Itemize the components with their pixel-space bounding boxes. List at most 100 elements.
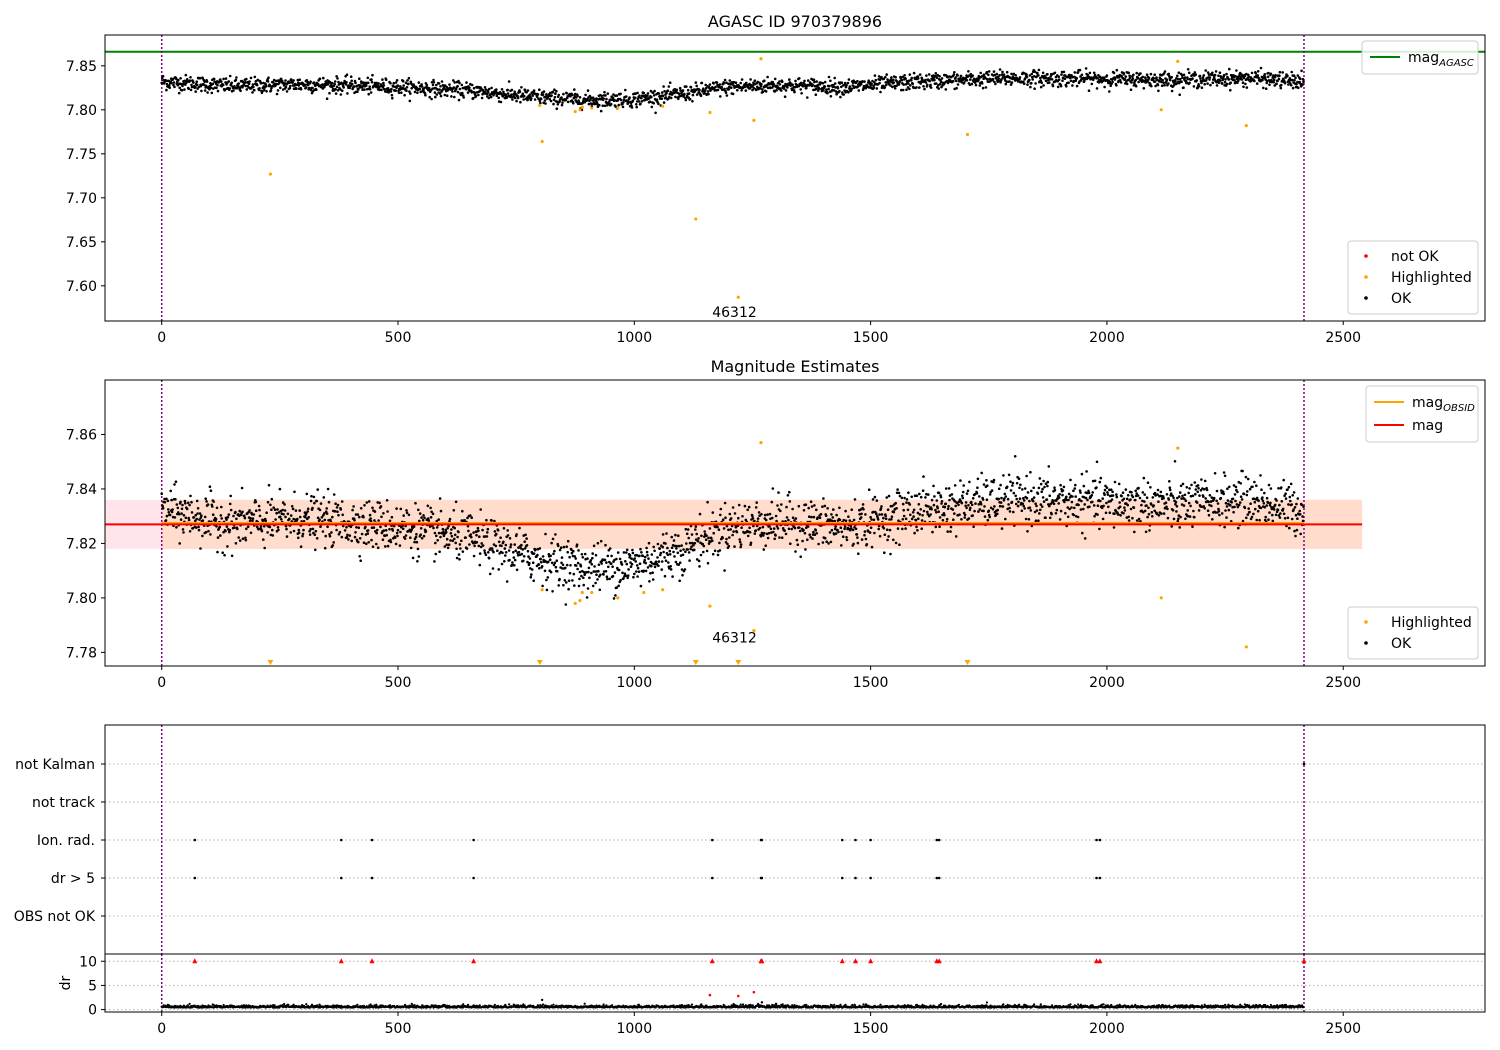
estimates-ok-point xyxy=(683,568,687,571)
estimates-ok-point xyxy=(1171,509,1175,512)
estimates-ok-point xyxy=(337,533,341,536)
estimates-ok-point xyxy=(926,513,930,516)
estimates-ok-point xyxy=(1145,496,1149,500)
estimates-ok-point xyxy=(272,506,276,510)
estimates-ok-point xyxy=(1283,494,1286,498)
estimates-ok-point xyxy=(396,528,400,532)
agasc-ok-point xyxy=(956,74,959,77)
estimates-ok-point xyxy=(599,573,602,577)
agasc-ok-point xyxy=(1263,76,1267,79)
estimates-ok-point xyxy=(225,525,229,528)
estimates-ok-point xyxy=(793,519,796,522)
estimates-ok-point xyxy=(1052,502,1056,506)
estimates-highlighted-point xyxy=(1176,446,1180,450)
agasc-ok-point xyxy=(861,80,864,83)
estimates-ok-point xyxy=(700,534,703,538)
estimates-ok-point xyxy=(485,518,488,522)
estimates-ok-point xyxy=(560,556,564,559)
estimates-ok-point xyxy=(828,531,832,534)
agasc-ok-point xyxy=(1010,81,1014,84)
estimates-ok-point xyxy=(552,563,556,567)
estimates-ok-point xyxy=(1170,525,1173,528)
agasc-ok-point xyxy=(1294,76,1297,80)
agasc-ok-point xyxy=(1119,81,1123,84)
agasc-ok-point xyxy=(901,75,905,79)
agasc-ok-point xyxy=(314,84,317,88)
estimates-ok-point xyxy=(309,527,312,531)
estimates-ok-point xyxy=(1226,487,1229,491)
estimates-ok-point xyxy=(221,551,224,554)
estimates-ok-point xyxy=(415,533,418,536)
estimates-ok-point xyxy=(823,504,827,508)
agasc-ok-point xyxy=(974,83,978,87)
agasc-ok-point xyxy=(522,94,526,98)
estimates-ok-point xyxy=(454,500,458,504)
flags-flag-point xyxy=(340,838,343,842)
estimates-ok-point xyxy=(588,576,591,580)
estimates-ok-point xyxy=(1038,477,1042,480)
agasc-ok-point xyxy=(1010,72,1013,76)
estimates-ok-point xyxy=(502,527,506,530)
estimates-ok-point xyxy=(233,526,236,529)
estimates-ok-point xyxy=(1107,505,1110,509)
flags-flag-point xyxy=(1302,762,1306,766)
estimates-ok-point xyxy=(903,496,906,500)
estimates-ok-point xyxy=(724,516,727,519)
estimates-ok-point xyxy=(190,511,194,514)
estimates-ok-point xyxy=(409,536,412,539)
estimates-ok-point xyxy=(1275,499,1278,502)
estimates-highlighted-point xyxy=(708,604,712,608)
agasc-ok-point xyxy=(349,75,353,78)
estimates-ok-point xyxy=(491,567,495,570)
estimates-ok-point xyxy=(1253,480,1256,484)
estimates-ok-point xyxy=(564,566,567,570)
estimates-ok-point xyxy=(727,528,730,532)
estimates-ok-point xyxy=(525,537,528,540)
estimates-highlighted-point xyxy=(1244,645,1248,649)
agasc-ok-point xyxy=(462,96,466,99)
estimates-ok-point xyxy=(919,508,922,511)
estimates-ok-point xyxy=(774,514,778,518)
agasc-ok-point xyxy=(1291,86,1295,90)
estimates-ok-point xyxy=(1195,501,1199,504)
agasc-ok-point xyxy=(991,77,995,81)
agasc-highlighted-point xyxy=(580,105,584,109)
estimates-ok-point xyxy=(1259,506,1263,510)
estimates-ok-point xyxy=(725,524,729,528)
estimates-ok-point xyxy=(825,540,828,543)
estimates-ok-point xyxy=(1073,506,1076,510)
estimates-ok-point xyxy=(572,549,575,553)
estimates-ok-point xyxy=(420,536,424,540)
estimates-legend-line-subscript: OBSID xyxy=(1443,403,1475,414)
agasc-ok-point xyxy=(204,84,208,88)
agasc-ytick-label: 7.60 xyxy=(66,279,97,295)
estimates-ok-point xyxy=(941,518,945,522)
estimates-ok-point xyxy=(431,512,435,516)
estimates-ok-point xyxy=(1134,489,1137,493)
agasc-ok-point xyxy=(1213,73,1217,77)
estimates-ok-point xyxy=(1220,512,1224,515)
estimates-ok-point xyxy=(201,534,204,538)
estimates-ok-point xyxy=(336,510,339,513)
estimates-ok-point xyxy=(319,502,323,505)
estimates-ok-point xyxy=(459,547,462,550)
estimates-ok-point xyxy=(1037,486,1041,490)
estimates-ok-point xyxy=(847,515,850,518)
estimates-ok-point xyxy=(739,545,742,549)
estimates-ok-point xyxy=(884,517,888,521)
estimates-ok-point xyxy=(892,510,896,514)
estimates-ok-point xyxy=(544,532,547,536)
estimates-ok-point xyxy=(841,535,845,538)
agasc-ok-point xyxy=(836,86,840,90)
estimates-ok-point xyxy=(860,512,863,516)
agasc-ok-point xyxy=(552,98,556,102)
agasc-ok-point xyxy=(239,89,242,93)
estimates-ok-point xyxy=(266,531,269,534)
estimates-ok-point xyxy=(332,541,336,544)
estimates-ok-point xyxy=(680,544,683,547)
agasc-ok-point xyxy=(666,89,670,92)
estimates-ok-point xyxy=(1105,501,1108,505)
estimates-ok-point xyxy=(1280,486,1283,489)
agasc-ok-point xyxy=(609,102,613,106)
agasc-ok-point xyxy=(708,83,712,86)
